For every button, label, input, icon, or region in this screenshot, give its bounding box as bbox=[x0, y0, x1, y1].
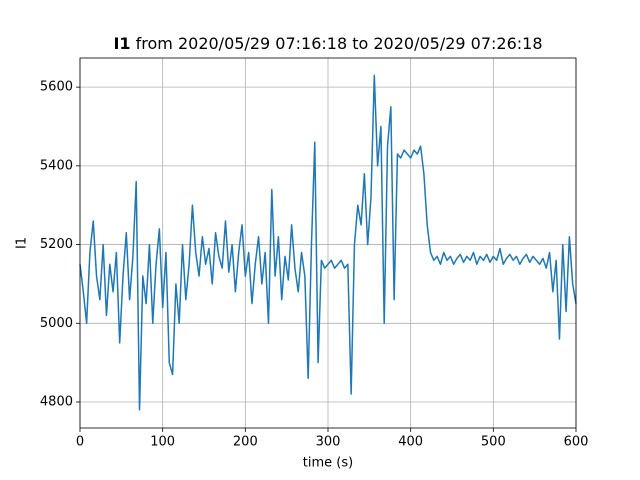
data-line bbox=[79, 74, 577, 411]
x-tick-label: 400 bbox=[398, 435, 423, 450]
title-text: from 2020/05/29 07:16:18 to 2020/05/29 0… bbox=[136, 34, 543, 53]
y-tick-label: 5400 bbox=[40, 158, 73, 173]
title-signal: I1 bbox=[113, 34, 130, 53]
y-tick-label: 5600 bbox=[40, 80, 73, 95]
x-tick-label: 100 bbox=[150, 435, 175, 450]
x-tick-label: 0 bbox=[76, 435, 84, 450]
x-axis-label: time (s) bbox=[303, 456, 353, 471]
chart-title: I1 from 2020/05/29 07:16:18 to 2020/05/2… bbox=[113, 34, 542, 53]
x-tick-label: 500 bbox=[481, 435, 506, 450]
y-tick-label: 4800 bbox=[40, 395, 73, 410]
x-tick-label: 200 bbox=[233, 435, 258, 450]
axes-frame bbox=[79, 57, 577, 429]
x-tick-label: 300 bbox=[316, 435, 341, 450]
y-axis-label: I1 bbox=[15, 237, 30, 249]
y-tick-label: 5200 bbox=[40, 237, 73, 252]
y-tick-label: 5000 bbox=[40, 316, 73, 331]
x-tick-label: 600 bbox=[564, 435, 589, 450]
